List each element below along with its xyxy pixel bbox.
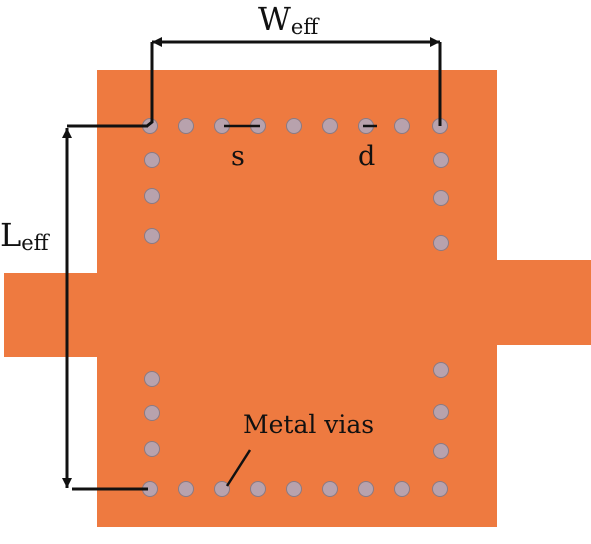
metal-via xyxy=(144,188,160,204)
w-eff-label: W xyxy=(258,0,291,38)
vias-callout: Metal vias xyxy=(225,410,374,487)
metal-via xyxy=(144,228,160,244)
metal-via xyxy=(144,441,160,457)
w-eff-subscript: eff xyxy=(291,15,320,39)
metal-via xyxy=(432,481,448,497)
metal-via xyxy=(286,118,302,134)
w-eff-dimension: Weff xyxy=(146,0,442,128)
metal-via xyxy=(178,481,194,497)
metal-via xyxy=(178,118,194,134)
w-eff-left-leader xyxy=(146,42,154,128)
spacing-label: s xyxy=(231,141,245,172)
metal-via xyxy=(358,481,374,497)
diameter-dimension: d xyxy=(358,124,377,172)
metal-via xyxy=(433,362,449,378)
vias-leader-line xyxy=(225,449,252,487)
metal-via xyxy=(144,405,160,421)
metal-via xyxy=(433,404,449,420)
metal-via xyxy=(144,371,160,387)
spacing-dimension: s xyxy=(224,124,260,172)
l-eff-dimension: Leff xyxy=(0,124,148,491)
metal-via xyxy=(322,118,338,134)
metal-via xyxy=(322,481,338,497)
metal-via xyxy=(433,190,449,206)
metal-via xyxy=(286,481,302,497)
metal-via xyxy=(433,152,449,168)
metal-via xyxy=(394,481,410,497)
svg-text:Leff: Leff xyxy=(0,216,51,255)
metal-via xyxy=(250,481,266,497)
l-eff-label: L xyxy=(0,216,21,254)
svg-text:Weff: Weff xyxy=(258,0,320,39)
metal-via xyxy=(433,235,449,251)
metal-via xyxy=(144,152,160,168)
metal-via xyxy=(433,443,449,459)
vias-label: Metal vias xyxy=(243,410,374,439)
metal-via xyxy=(214,481,230,497)
diameter-label: d xyxy=(358,141,375,172)
l-eff-subscript: eff xyxy=(21,231,50,255)
substrate-body xyxy=(4,70,591,527)
metal-vias-group xyxy=(142,118,449,497)
metal-via xyxy=(394,118,410,134)
